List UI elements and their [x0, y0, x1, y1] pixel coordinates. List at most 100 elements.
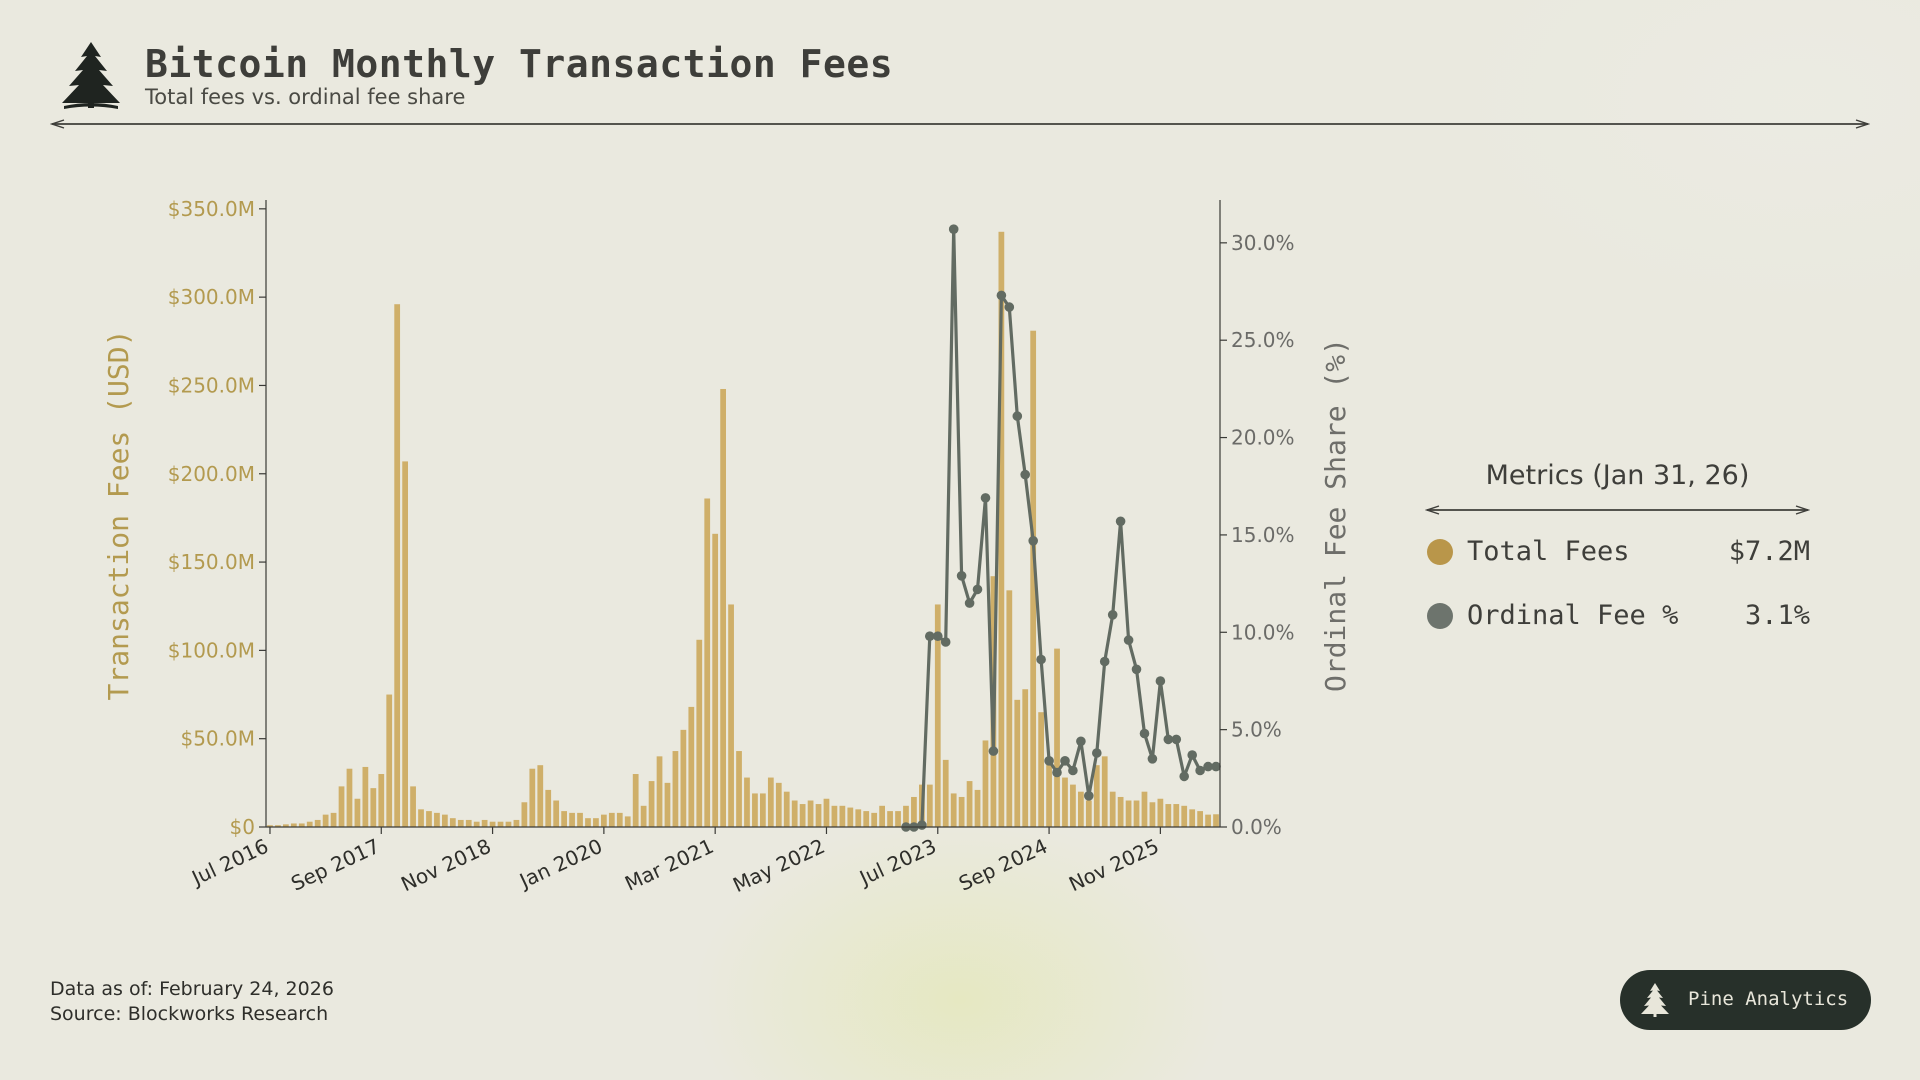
fee-bar	[656, 756, 663, 827]
fee-bars	[267, 231, 1219, 828]
fee-bar	[966, 781, 973, 827]
ordinal-share-point	[1068, 765, 1078, 776]
fee-bar	[1173, 804, 1180, 827]
y-left-tick-label: $300.0M	[168, 285, 255, 309]
fee-bar	[513, 819, 520, 827]
fee-bar	[473, 821, 480, 827]
fee-bar	[680, 729, 687, 827]
footer-notes: Data as of: February 24, 2026 Source: Bl…	[50, 977, 334, 1027]
legend-title: Metrics (Jan 31, 26)	[1485, 460, 1750, 491]
ordinal-share-point	[1092, 748, 1102, 758]
legend-item-total-fees: Total Fees $7.2M	[1425, 525, 1810, 581]
fee-bar	[982, 740, 989, 827]
page-subtitle: Total fees vs. ordinal fee share	[145, 85, 466, 109]
ordinal-share-point	[933, 631, 943, 641]
ordinal-share-point	[925, 631, 935, 641]
fee-bar	[640, 805, 647, 827]
fee-bar	[386, 694, 393, 827]
fee-bar	[402, 461, 408, 827]
fee-bar	[767, 777, 774, 827]
ordinal-share-point	[1099, 656, 1110, 667]
fee-bar	[449, 818, 456, 827]
fee-bar	[338, 786, 345, 827]
fee-bar	[775, 782, 782, 827]
pine-tree-logo-icon	[62, 42, 120, 109]
fee-bar	[704, 498, 711, 827]
fee-bar	[855, 809, 862, 827]
legend-item-value: 3.1%	[1744, 600, 1810, 631]
ordinal-share-point	[1052, 767, 1062, 778]
fee-bar	[1133, 800, 1140, 827]
fee-bar	[1054, 648, 1060, 827]
chart-axes	[259, 200, 1227, 834]
y-right-tick-label: 25.0%	[1231, 328, 1295, 352]
ordinal-share-point	[1139, 728, 1150, 739]
fee-bar	[561, 811, 567, 827]
ordinal-share-point	[1115, 516, 1126, 527]
ordinal-share-point	[1076, 736, 1086, 747]
fee-bar	[831, 805, 838, 827]
y-right-tick-label: 15.0%	[1231, 523, 1295, 547]
fee-bar	[823, 798, 830, 827]
fee-bar	[839, 805, 846, 827]
ordinal-share-point	[980, 493, 991, 503]
legend-item-label: Total Fees	[1467, 536, 1630, 567]
data-as-of-text: Data as of: February 24, 2026	[50, 978, 334, 1000]
fee-bar	[720, 388, 726, 827]
fee-bar	[879, 805, 885, 827]
ordinal-share-point	[1203, 761, 1213, 772]
fee-bar	[632, 774, 639, 827]
fee-bar	[1093, 765, 1100, 827]
fee-bar	[926, 784, 933, 827]
ordinal-share-point	[1211, 761, 1221, 772]
fee-bar	[314, 819, 321, 827]
fee-bar	[974, 789, 981, 827]
ordinal-share-point	[1012, 411, 1023, 421]
ordinal-share-point	[972, 584, 983, 595]
fee-bar	[752, 793, 758, 827]
ordinal-share-point	[940, 637, 951, 647]
x-tick-label: Mar 2021	[621, 834, 717, 896]
fee-bar	[267, 825, 273, 827]
source-text: Source: Blockworks Research	[50, 1003, 329, 1025]
fee-bar	[1022, 689, 1029, 827]
fee-bar	[1101, 756, 1108, 827]
metrics-legend: Metrics (Jan 31, 26) Total Fees $7.2M Or…	[1425, 460, 1810, 645]
fee-bar	[895, 811, 901, 827]
fee-bar	[815, 804, 822, 827]
x-tick-label: Nov 2018	[397, 834, 494, 896]
ordinal-share-point	[1171, 734, 1182, 745]
fee-bar	[1062, 777, 1068, 827]
ordinal-share-point	[1004, 302, 1015, 312]
brand-badge[interactable]: Pine Analytics	[1620, 970, 1871, 1030]
fee-bar	[903, 805, 909, 827]
x-tick-label: Jul 2016	[186, 834, 272, 891]
fee-bar	[378, 774, 385, 827]
fee-bar	[457, 819, 464, 827]
fee-bar	[1085, 800, 1092, 827]
fee-bar	[783, 791, 790, 827]
fee-bar	[306, 821, 313, 827]
fee-bar	[298, 823, 305, 827]
y-left-tick-label: $150.0M	[168, 550, 255, 574]
legend-item-label: Ordinal Fee %	[1467, 600, 1679, 631]
ordinal-share-point	[964, 598, 975, 608]
ordinal-share-point	[1020, 469, 1030, 480]
total-fees-swatch-icon	[1427, 539, 1453, 565]
fee-bar	[863, 811, 870, 827]
fee-bar	[1189, 809, 1196, 827]
fee-bar	[760, 793, 766, 827]
ordinal-share-point	[1163, 734, 1174, 745]
fee-bar	[1205, 814, 1211, 827]
y-left-tick-label: $350.0M	[168, 197, 255, 221]
fee-bar	[871, 812, 878, 827]
fee-bar	[1030, 330, 1037, 827]
fee-bar	[577, 812, 583, 827]
fee-bar	[410, 786, 416, 827]
y-left-tick-label: $0	[230, 815, 255, 839]
legend-item-value: $7.2M	[1728, 536, 1810, 567]
fee-bar	[950, 793, 957, 827]
fee-bar	[942, 759, 949, 827]
ordinal-share-point	[1179, 771, 1189, 782]
